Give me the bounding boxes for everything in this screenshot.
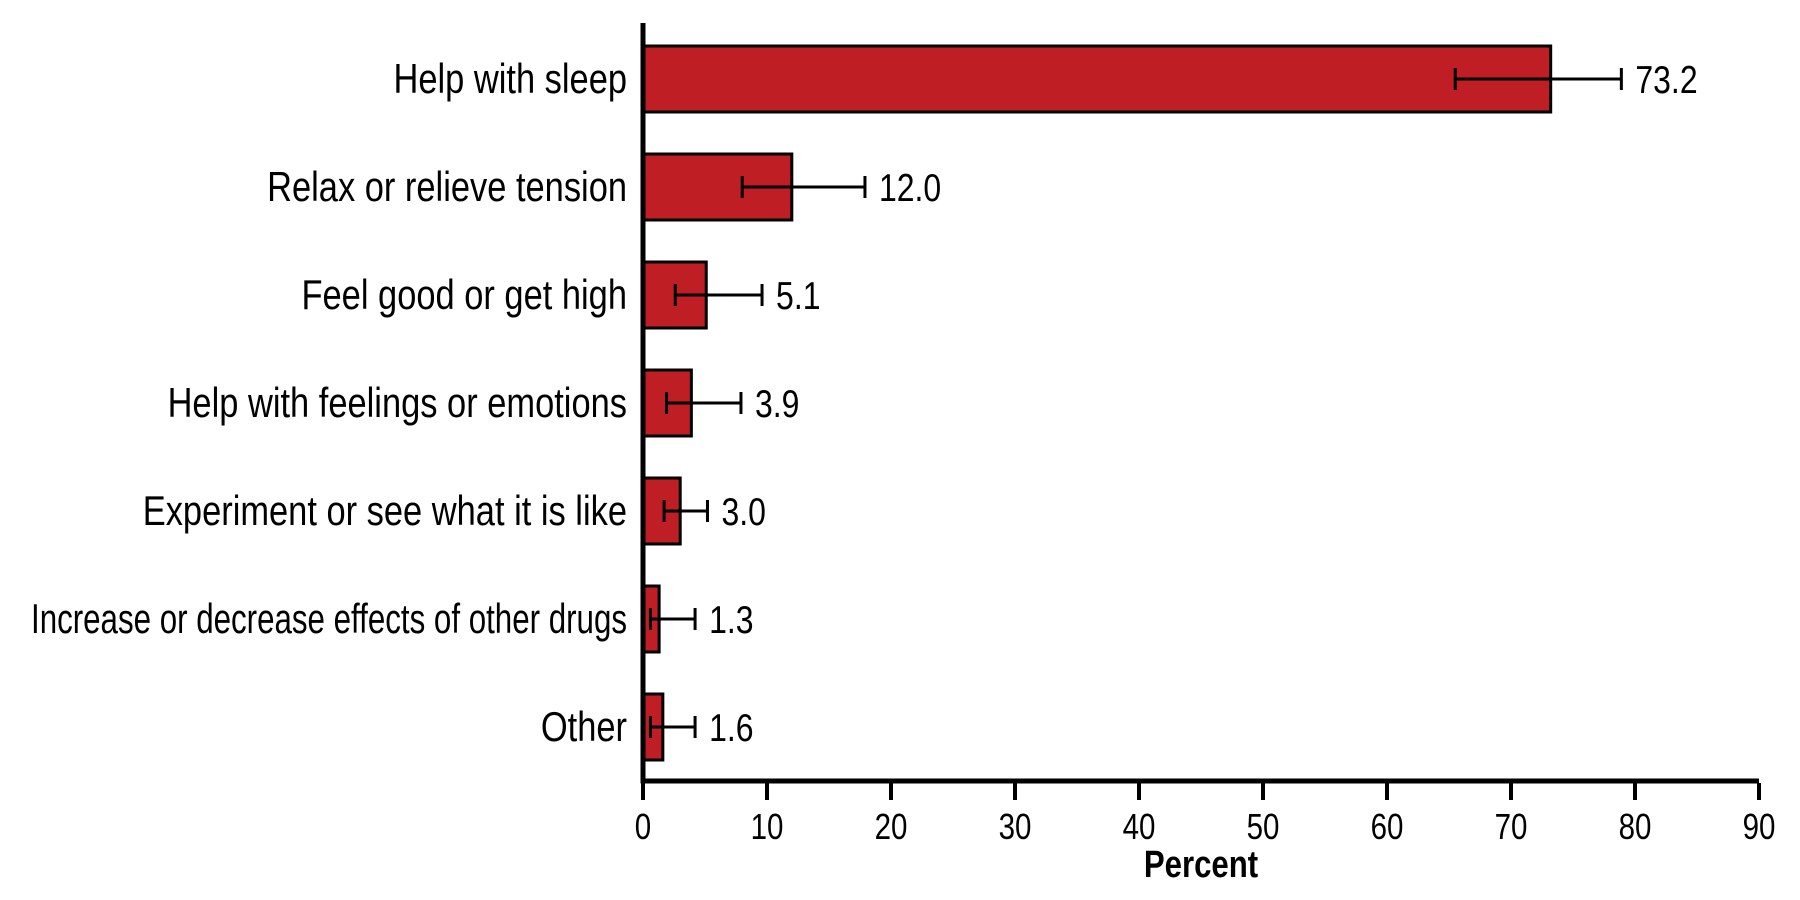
value-label: 12.0 — [879, 167, 941, 210]
bar-row: 3.0 Experiment or see what it is like — [143, 476, 766, 546]
value-label: 3.9 — [755, 383, 799, 426]
bar-row: 73.2 Help with sleep — [393, 44, 1698, 114]
x-axis-tick-label: 40 — [1123, 806, 1156, 847]
value-label: 1.6 — [709, 707, 753, 750]
x-axis-tick-label: 30 — [999, 806, 1032, 847]
category-label: Feel good or get high — [301, 271, 627, 318]
x-axis-tick-label: 50 — [1247, 806, 1280, 847]
bar-row: 3.9 Help with feelings or emotions — [168, 368, 799, 438]
x-axis-tick-label: 20 — [875, 806, 908, 847]
bar-row: 1.3 Increase or decrease effects of other… — [31, 584, 754, 654]
category-label: Increase or decrease effects of other dr… — [31, 595, 627, 642]
category-label: Relax or relieve tension — [267, 163, 627, 210]
bar-row: 12.0 Relax or relieve tension — [267, 152, 941, 222]
x-axis-tick-label: 10 — [751, 806, 784, 847]
value-label: 3.0 — [721, 491, 765, 534]
bar — [641, 44, 1553, 114]
value-label: 73.2 — [1635, 59, 1697, 102]
x-axis-tick-label: 60 — [1371, 806, 1404, 847]
x-axis-tick-label: 0 — [635, 806, 651, 847]
bar-row: 5.1 Feel good or get high — [301, 260, 820, 330]
x-axis-title: Percent — [1144, 844, 1259, 886]
category-label: Experiment or see what it is like — [143, 487, 627, 534]
x-axis-tick-label: 90 — [1743, 806, 1776, 847]
category-label: Help with sleep — [393, 55, 627, 102]
x-axis-tick-label: 80 — [1619, 806, 1652, 847]
value-label: 5.1 — [776, 275, 820, 318]
value-label: 1.3 — [709, 599, 753, 642]
bar-row: 1.6 Other — [541, 692, 754, 762]
category-label: Help with feelings or emotions — [168, 379, 627, 426]
category-label: Other — [541, 703, 627, 750]
x-axis-tick-label: 70 — [1495, 806, 1528, 847]
